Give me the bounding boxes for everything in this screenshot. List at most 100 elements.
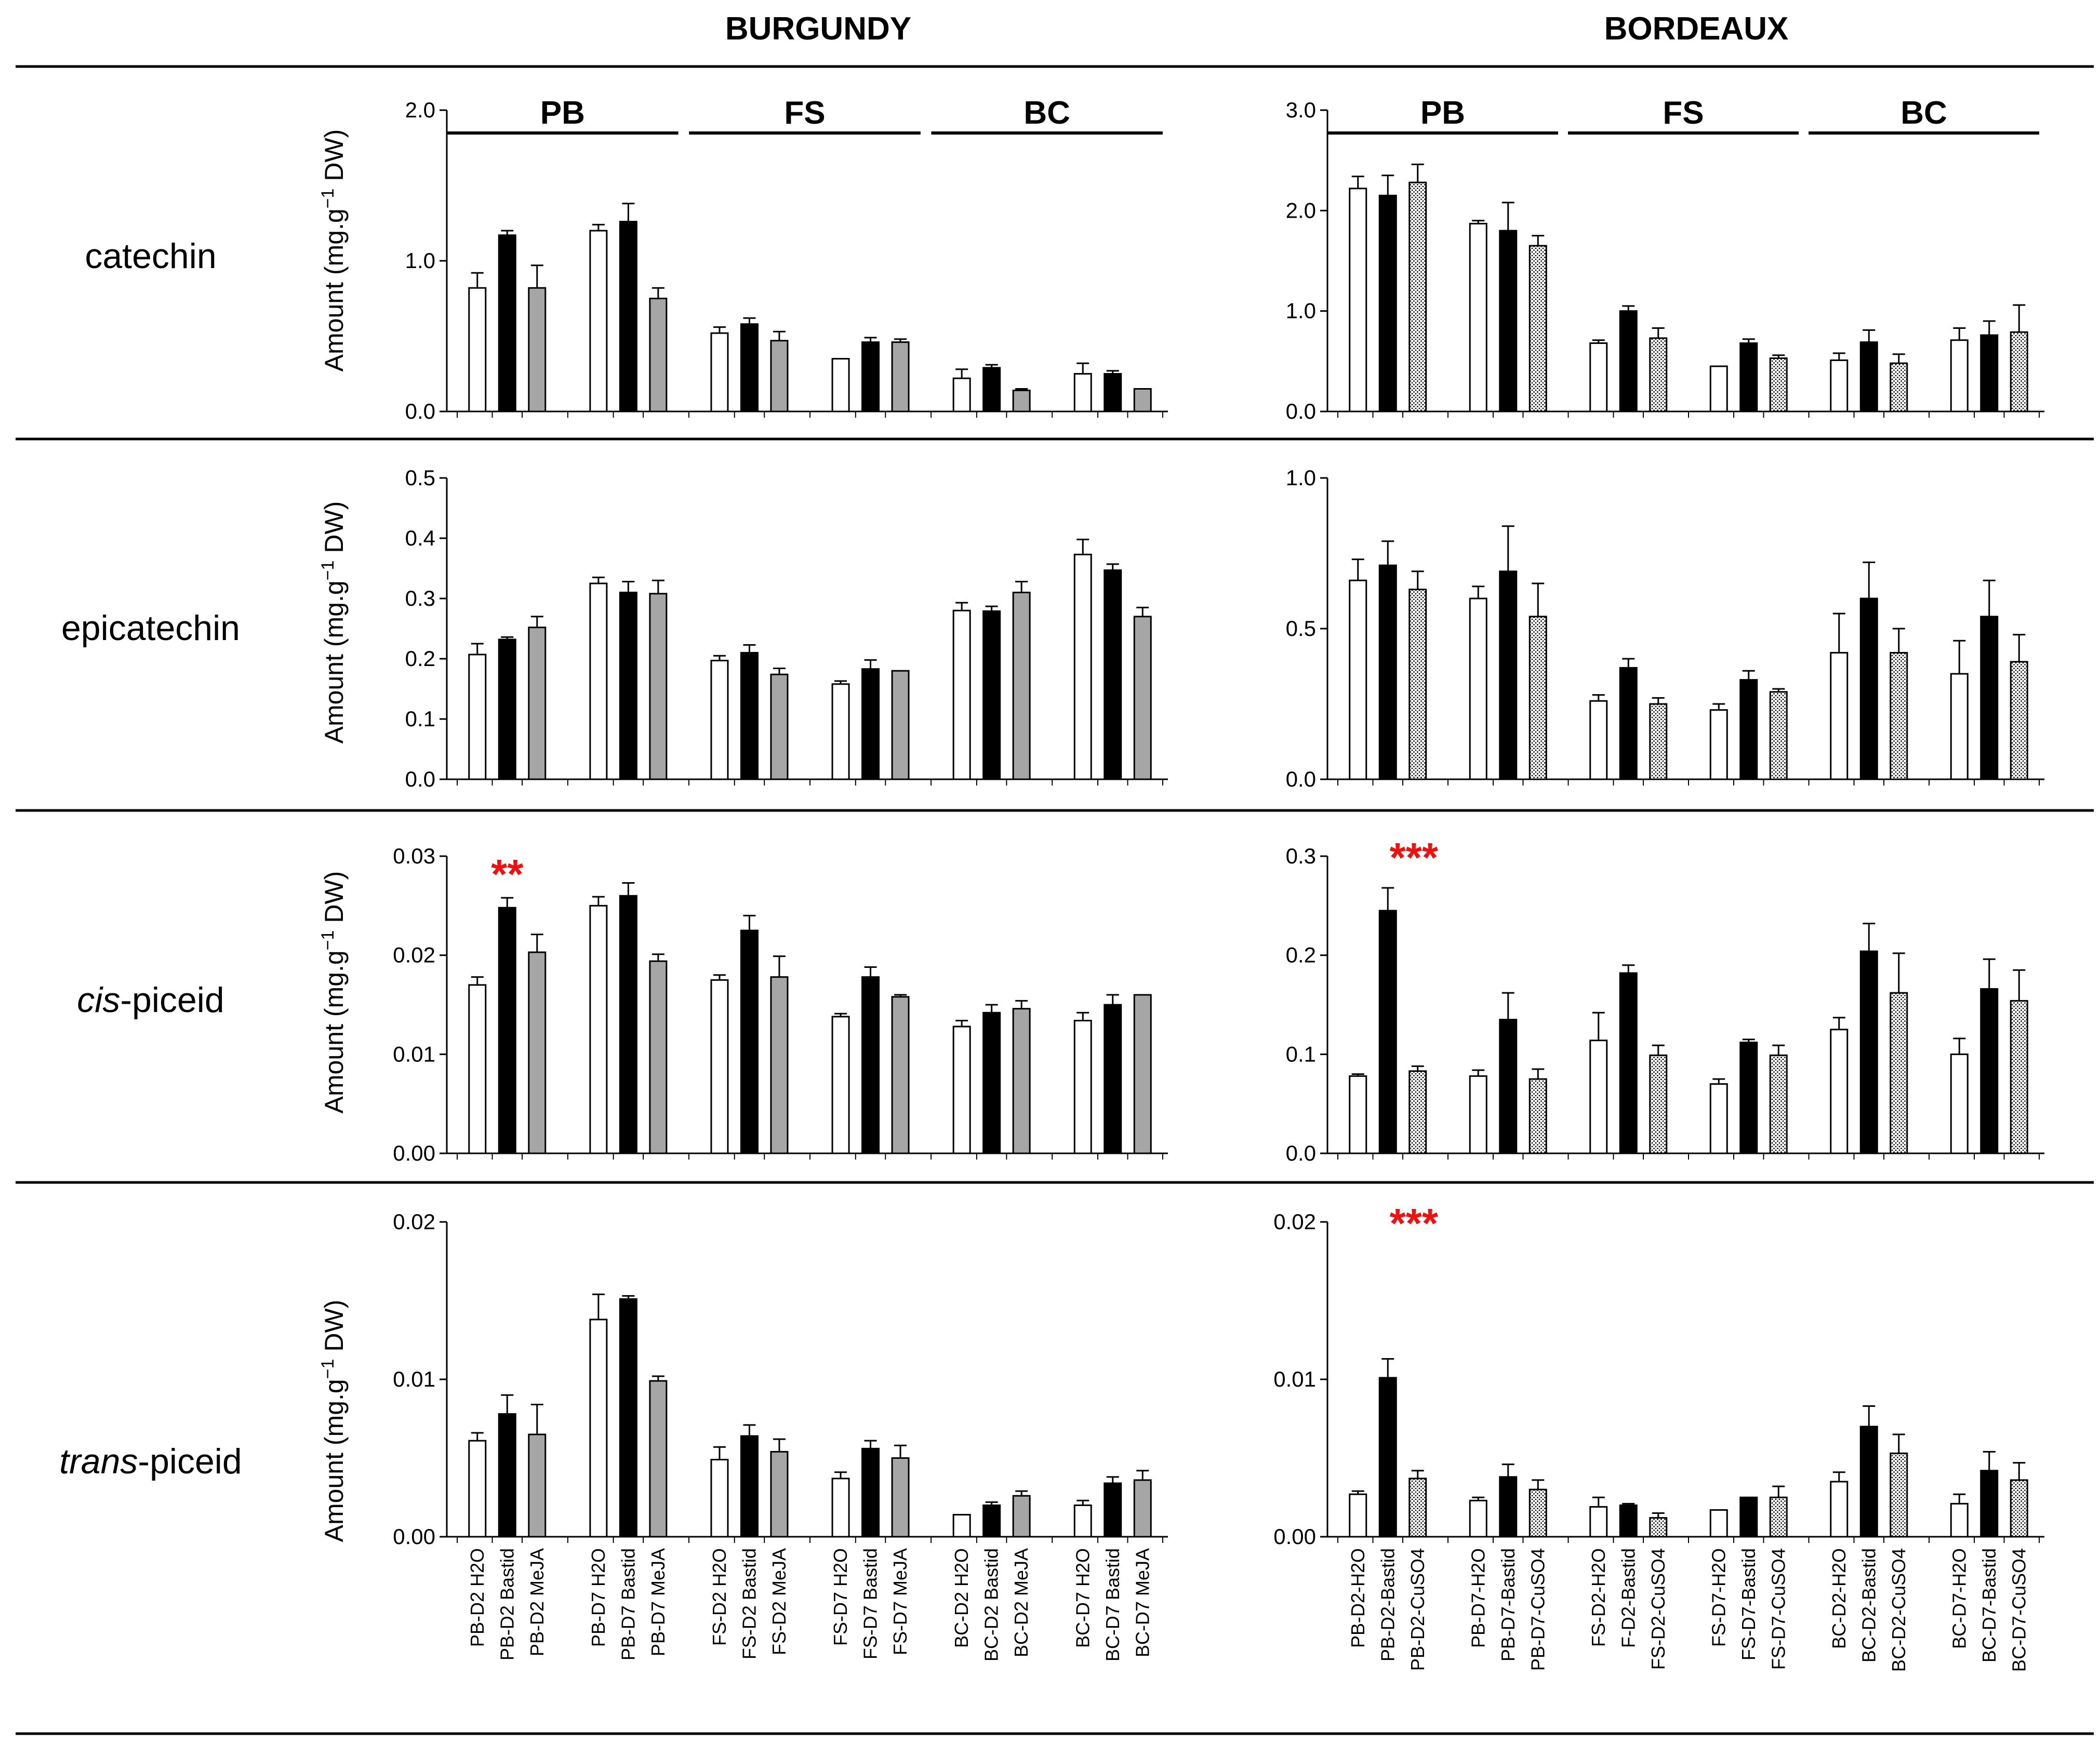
- bar: [1529, 245, 1547, 413]
- y-tick-label: 0.02: [1273, 1209, 1316, 1234]
- group-label: BC: [1024, 95, 1070, 131]
- y-tick-label: 2.0: [1286, 198, 1316, 222]
- bar: [528, 287, 547, 413]
- y-tick-label: 0.5: [405, 465, 435, 490]
- bar: [1378, 564, 1397, 780]
- bar: [1529, 616, 1547, 780]
- bar: [1649, 1517, 1668, 1538]
- bar: [1408, 1070, 1427, 1154]
- bar: [498, 907, 516, 1154]
- bar: [528, 951, 547, 1154]
- category-label: BC-D2 H2O: [951, 1548, 972, 1648]
- category-label: FS-D7-H2O: [1708, 1548, 1729, 1647]
- bar: [1769, 691, 1788, 780]
- category-label: BC-D2-CuSO4: [1888, 1548, 1909, 1672]
- y-tick-label: 0.3: [405, 586, 435, 610]
- bar: [589, 904, 608, 1154]
- bar: [1529, 1078, 1547, 1154]
- bar: [1980, 334, 1999, 413]
- category-label: BC-D2 Bastid: [981, 1548, 1002, 1661]
- bar: [1469, 1075, 1487, 1154]
- y-tick-label: 0.01: [393, 1042, 435, 1066]
- bar: [982, 610, 1001, 780]
- category-label: PB-D7-Bastid: [1497, 1548, 1519, 1661]
- bar: [468, 1440, 487, 1538]
- category-label: BC-D2-Bastid: [1858, 1548, 1879, 1662]
- panel-burgundy-catechin: 0.0 1.0 2.0 PB FS BC: [405, 95, 1168, 423]
- y-tick-label: 0.0: [405, 399, 435, 423]
- bar: [831, 358, 850, 413]
- bar: [1980, 616, 1999, 780]
- bar: [1649, 337, 1668, 413]
- bar: [710, 659, 729, 780]
- y-tick-label: 0.01: [393, 1367, 435, 1391]
- bar: [619, 591, 637, 780]
- bar: [1499, 230, 1518, 413]
- panel-burgundy-epicatechin: 0.0 0.1 0.2 0.3 0.4 0.5: [405, 465, 1168, 791]
- significance-stars: **: [491, 851, 524, 897]
- bar: [1349, 579, 1367, 780]
- bar: [1469, 222, 1487, 413]
- bar: [1073, 373, 1092, 413]
- category-label: PB-D2 Bastid: [496, 1548, 517, 1660]
- bar: [952, 609, 971, 780]
- bar: [1950, 673, 1969, 780]
- y-tick-label: 2.0: [405, 98, 435, 122]
- bar: [740, 651, 759, 780]
- category-label: PB-D7-CuSO4: [1527, 1548, 1548, 1671]
- bar: [1133, 1479, 1152, 1538]
- bar: [1012, 1495, 1031, 1538]
- column-title-bordeaux: BORDEAUX: [1604, 11, 1789, 47]
- y-tick-label: 0.02: [393, 1209, 435, 1234]
- category-label: FS-D2 MeJA: [768, 1548, 790, 1655]
- bar: [1589, 342, 1608, 413]
- bar: [1499, 1476, 1518, 1538]
- bar: [1709, 1509, 1728, 1538]
- bar: [1619, 1504, 1638, 1538]
- bar: [1739, 342, 1758, 413]
- bar: [891, 341, 910, 413]
- category-label: FS-D7 H2O: [830, 1548, 851, 1646]
- bar: [1859, 1426, 1878, 1538]
- bar: [619, 221, 637, 413]
- category-label: F-D2-Bastid: [1617, 1548, 1639, 1648]
- category-label: PB-D7 Bastid: [617, 1548, 639, 1660]
- y-tick-label: 0.0: [1286, 399, 1316, 423]
- bar: [891, 1457, 910, 1538]
- bar: [468, 287, 487, 413]
- bar: [1830, 359, 1849, 413]
- bar: [1950, 339, 1969, 413]
- category-label: PB-D2 MeJA: [526, 1548, 548, 1656]
- bar: [982, 1504, 1001, 1538]
- bar: [831, 1016, 850, 1154]
- y-tick-label: 0.4: [405, 526, 435, 550]
- bar: [1830, 1481, 1849, 1538]
- y-tick-label: 1.0: [405, 248, 435, 273]
- significance-stars: ***: [1390, 1200, 1439, 1246]
- bar: [1589, 1040, 1608, 1154]
- bar: [1073, 553, 1092, 780]
- category-label: PB-D7-H2O: [1467, 1548, 1488, 1648]
- panel-bordeaux-cis-piceid: 0.0 0.1 0.2 0.3 ***: [1286, 834, 2044, 1165]
- panel-bordeaux-trans-piceid: 0.00 0.01 0.02 ***: [1273, 1200, 2044, 1549]
- row-label-epicatechin: epicatechin: [61, 608, 240, 648]
- bar: [770, 976, 789, 1154]
- y-tick-label: 0.1: [1286, 1042, 1316, 1066]
- bar: [589, 582, 608, 780]
- bar: [740, 929, 759, 1154]
- bar: [1619, 667, 1638, 780]
- bar: [1830, 1029, 1849, 1154]
- bar: [740, 323, 759, 413]
- category-label: FS-D7 MeJA: [889, 1548, 911, 1655]
- bar: [1349, 188, 1367, 413]
- bar: [498, 234, 516, 413]
- bar: [1104, 1004, 1122, 1154]
- bar: [952, 1026, 971, 1154]
- category-label: PB-D2-H2O: [1347, 1548, 1368, 1648]
- row-separators: [16, 65, 2094, 1735]
- bar: [1739, 1041, 1758, 1154]
- bar: [528, 1433, 547, 1538]
- bar: [891, 996, 910, 1154]
- y-axis-titles: Amount (mg.g−1 DW) Amount (mg.g−1 DW) Am…: [318, 129, 349, 1542]
